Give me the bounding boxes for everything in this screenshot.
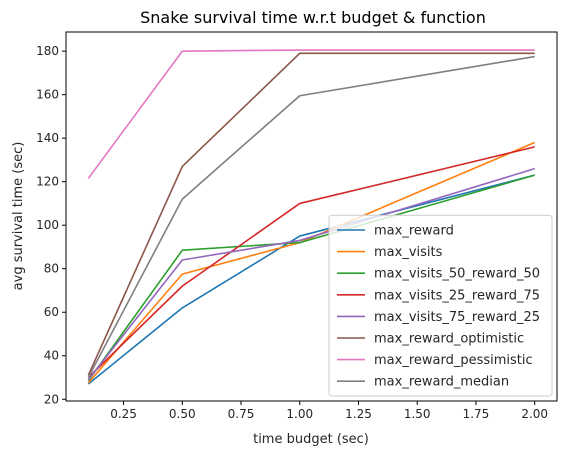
legend-box (328, 214, 553, 397)
legend-label: max_reward_optimistic (374, 332, 524, 347)
x-tick-label: 0.25 (110, 407, 137, 421)
y-tick-label: 100 (36, 218, 59, 232)
plot-lines (87, 49, 535, 385)
legend-label: max_visits_25_reward_75 (374, 288, 540, 303)
series-line-max-reward-median (87, 55, 535, 378)
x-tick-label: 0.75 (228, 407, 255, 421)
series-line-max-visits-75-reward-25 (87, 167, 535, 381)
x-tick-label: 1.00 (286, 407, 313, 421)
series-line-max-visits (87, 141, 535, 384)
legend: max_reward max_visits max_visits_50_reward… (328, 214, 553, 397)
y-tick-label: 80 (44, 262, 59, 276)
x-axis-ticks: 0.25 0.50 0.75 1.00 1.25 1.50 1.75 2.00 (110, 401, 548, 421)
legend-label: max_visits_75_reward_25 (374, 310, 540, 325)
y-tick-label: 40 (44, 349, 59, 363)
x-axis-label: time budget (sec) (253, 432, 369, 447)
plot-frame (65, 31, 558, 402)
y-tick-label: 160 (36, 88, 59, 102)
legend-label: max_reward_pessimistic (374, 353, 533, 368)
y-axis-label: avg survival time (sec) (11, 142, 26, 291)
y-tick-label: 20 (44, 392, 59, 406)
legend-label: max_visits_50_reward_50 (374, 267, 540, 282)
series-line-max-reward-optimistic (87, 52, 535, 376)
x-tick-label: 2.00 (521, 407, 548, 421)
series-line-max-reward (87, 174, 535, 385)
x-tick-label: 1.25 (345, 407, 372, 421)
series-line-max-visits-50-reward-50 (87, 174, 535, 382)
x-tick-label: 1.75 (463, 407, 490, 421)
y-tick-label: 120 (36, 175, 59, 189)
y-tick-label: 140 (36, 131, 59, 145)
chart-title: Snake survival time w.r.t budget & funct… (140, 8, 486, 27)
series-line-max-visits-25-reward-75 (87, 146, 535, 379)
series-line-max-reward-pessimistic (87, 49, 535, 179)
x-tick-label: 1.50 (404, 407, 431, 421)
legend-label: max_reward_median (374, 375, 509, 390)
y-tick-label: 60 (44, 305, 59, 319)
legend-label: max_reward (374, 224, 454, 239)
x-tick-label: 0.50 (169, 407, 196, 421)
y-axis-ticks: 20 40 60 80 100 120 140 160 180 (36, 44, 66, 406)
legend-label: max_visits (374, 245, 443, 260)
y-tick-label: 180 (36, 44, 59, 58)
